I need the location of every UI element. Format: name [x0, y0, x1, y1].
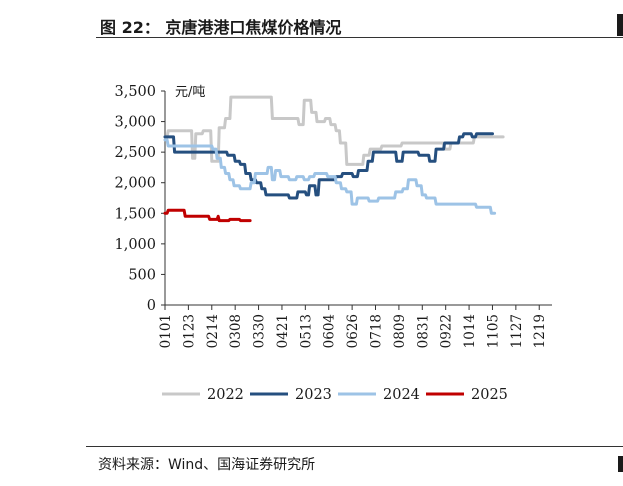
x-tick-label: 0718 [369, 314, 385, 348]
y-tick-label: 1,500 [114, 206, 156, 222]
x-tick-label: 1105 [485, 314, 501, 348]
data-source-note: 资料来源：Wind、国海证券研究所 [98, 457, 316, 473]
x-tick-label: 0214 [205, 314, 221, 348]
series-line-2023 [163, 132, 494, 200]
x-tick-label: 0101 [158, 314, 174, 348]
y-tick-label: 2,000 [114, 176, 156, 192]
x-tick-label: 0308 [228, 314, 244, 348]
page-edge-mark [617, 14, 623, 36]
y-tick-label: 0 [147, 298, 156, 314]
y-tick-label: 3,500 [114, 84, 156, 100]
figure-footer: 资料来源：Wind、国海证券研究所 [86, 446, 623, 473]
x-tick-label: 0604 [322, 314, 338, 348]
y-tick-label: 500 [128, 267, 156, 283]
series-line-2025 [163, 208, 252, 223]
y-tick-label: 2,500 [114, 145, 156, 161]
y-tick-label: 3,000 [114, 115, 156, 131]
x-tick-label: 1014 [462, 314, 478, 348]
x-tick-label: 0513 [298, 314, 314, 348]
legend-label-2024: 2024 [383, 387, 420, 403]
x-tick-label: 0809 [392, 314, 408, 348]
chart-legend: 2022 2023 2024 2025 [162, 387, 508, 403]
x-tick-label: 0831 [415, 314, 431, 348]
legend-label-2023: 2023 [295, 387, 332, 403]
x-tick-label: 0123 [181, 314, 197, 348]
x-tick-label: 0421 [275, 314, 291, 348]
y-tick-label: 1,000 [114, 237, 156, 253]
x-tick-label: 1219 [532, 314, 548, 348]
y-unit-label: 元/吨 [175, 85, 205, 100]
figure-title: 图 22： 京唐港港口焦煤价格情况 [100, 18, 342, 37]
chart-series [163, 95, 505, 223]
series-line-2022 [163, 95, 505, 166]
x-tick-label: 0922 [439, 314, 455, 348]
header-rule [96, 37, 623, 38]
figure-header: 图 22： 京唐港港口焦煤价格情况 [96, 12, 623, 38]
chart-axes: 0 500 1,000 1,500 2,000 2,500 3,000 3,500 元/吨 010… [114, 84, 552, 348]
legend-label-2022: 2022 [207, 387, 244, 403]
x-tick-label: 1127 [509, 314, 525, 348]
page-edge-mark-bottom [618, 456, 623, 472]
coking-coal-price-chart: 0 500 1,000 1,500 2,000 2,500 3,000 3,500 元/吨 010… [114, 84, 552, 403]
legend-label-2025: 2025 [471, 387, 508, 403]
x-tick-label: 0330 [252, 314, 268, 348]
series-line-2024 [163, 138, 497, 215]
x-tick-label: 0626 [345, 314, 361, 348]
